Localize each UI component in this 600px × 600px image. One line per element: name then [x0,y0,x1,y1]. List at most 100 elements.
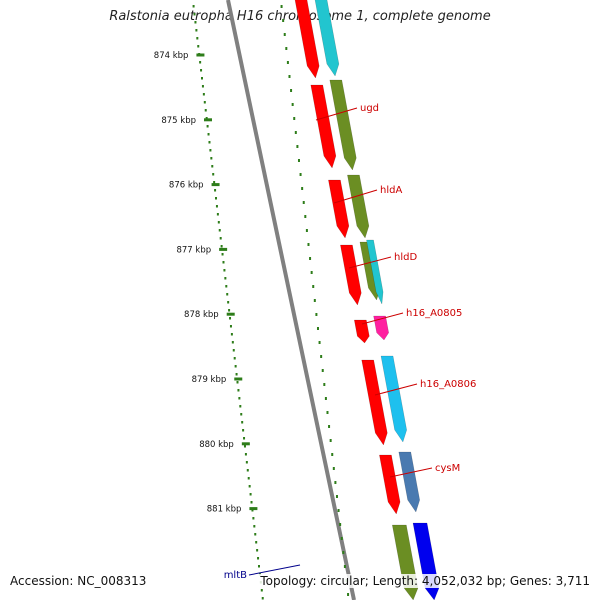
chromosome-backbone [226,0,356,600]
boundary-dot [320,355,323,358]
ruler-dot [210,157,213,160]
ruler-dot [203,101,206,104]
ruler-dot [254,533,257,536]
boundary-dot [331,453,334,456]
boundary-dot [280,5,283,8]
ruler-dot [194,21,197,24]
gene-leader-line [333,189,378,204]
ruler-dot [232,349,235,352]
ruler-dot [253,525,256,528]
gene-label: h16_A0805 [406,308,462,319]
ruler-dot [212,173,215,176]
boundary-dot [288,75,291,78]
ruler-dot [246,469,249,472]
axis-tick-label: 874 kbp [154,51,189,61]
ruler-dot [217,221,220,224]
ruler-dot [216,213,219,216]
feature-arrow [391,524,419,600]
boundary-dot [326,411,329,414]
ruler-dot [215,197,218,200]
ruler-dot [244,453,247,456]
boundary-dot [324,397,327,400]
boundary-dot [285,47,288,50]
gene-leader-line [315,107,358,121]
boundary-dot [304,215,307,218]
tick-mark [211,183,220,187]
feature-arrow [314,0,340,77]
tick-mark [196,53,205,57]
ruler-dot [222,261,225,264]
feature-arrow [380,355,407,443]
feature-track [294,0,440,600]
boundary-dot [297,159,300,162]
boundary-dot [294,131,297,134]
ruler-dot [233,357,236,360]
feature-arrow [347,174,370,239]
feature-arrow [366,239,384,305]
boundary-dot [329,439,332,442]
axis-tick-label: 879 kbp [192,375,227,385]
feature-arrow [398,451,420,513]
axis-tick-label: 875 kbp [161,116,196,126]
tick-mark [226,312,235,316]
ruler-dot [197,45,200,48]
ruler-dot [257,557,260,560]
ruler-dot [223,269,226,272]
ruler-dot [237,389,240,392]
boundary-dot [312,285,315,288]
feature-arrow [310,84,337,169]
ruler-dot [206,125,209,128]
ruler-dot [238,397,241,400]
ruler-dot [261,597,264,600]
ruler-dot [200,77,203,80]
ruler-dot [256,549,259,552]
feature-arrow [340,244,362,306]
ruler-dot [227,301,230,304]
ruler-dot [257,565,260,568]
boundary-dot [340,537,343,540]
gene-leader-line [389,467,433,478]
ruler-dot [192,5,195,8]
gene-label: mltB [224,570,247,581]
ruler-dot [248,485,251,488]
ruler-dot [228,309,231,312]
boundary-dot [323,383,326,386]
ruler-dot [224,277,227,280]
gene-label: cysM [435,463,460,474]
gene-label: ugd [360,103,379,114]
ruler-dot [208,141,211,144]
ruler-dot [240,413,243,416]
ruler-dot [249,493,252,496]
feature-arrow [329,79,357,171]
boundary-dot [291,103,294,106]
axis-tick-label: 876 kbp [169,181,204,191]
boundary-dot [286,61,289,64]
ruler-dot [236,381,239,384]
ruler-dot [207,133,210,136]
boundary-dot [293,117,296,120]
boundary-dot [318,341,321,344]
boundary-dot [302,201,305,204]
ruler-dot [260,589,263,592]
boundary-dot [283,33,286,36]
ruler-dot [204,109,207,112]
feature-arrow [361,359,388,446]
boundary-dot [307,243,310,246]
boundary-dot [347,593,350,596]
ruler-dot [229,317,232,320]
ruler-dot [239,405,242,408]
feature-arrow [373,315,389,341]
gene-leader-line [348,256,392,269]
ruler-dot [241,421,244,424]
ruler-dot [242,429,245,432]
boundary-dot [299,173,302,176]
boundary-dot [337,509,340,512]
boundary-dot [315,313,318,316]
gene-leader-line [374,383,418,396]
accession-label: Accession: NC_008313 [8,574,149,588]
boundary-dot [334,481,337,484]
gene-label: hldD [394,252,417,263]
boundary-dot [343,565,346,568]
ruler-dot [218,229,221,232]
